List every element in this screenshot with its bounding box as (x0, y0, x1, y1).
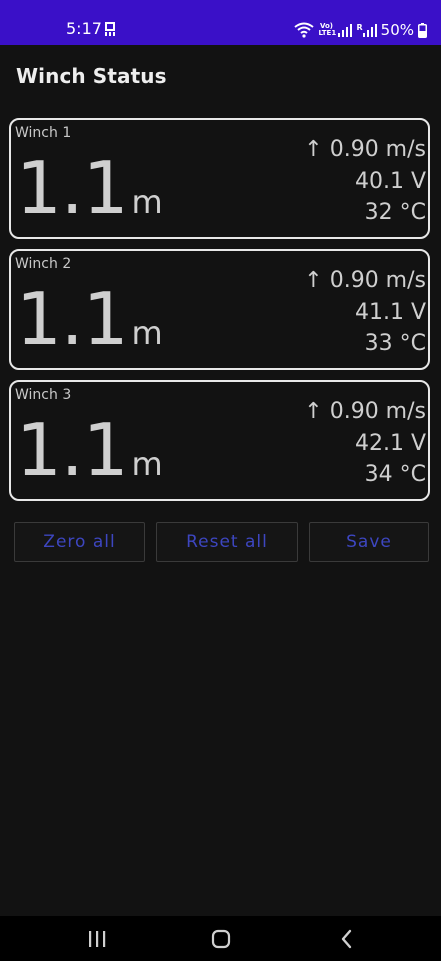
winch-speed: ↑ 0.90 m/s (304, 399, 426, 424)
signal-roaming-group: R (356, 23, 377, 37)
winch-length-value: 1.1 (16, 408, 129, 492)
winch-card-3: Winch 3 1.1 m ↑ 0.90 m/s 42.1 V 34 °C (9, 380, 430, 501)
wifi-icon (294, 22, 315, 38)
recents-icon[interactable] (84, 926, 110, 952)
winch-readings: ↑ 0.90 m/s 40.1 V 32 °C (304, 134, 426, 229)
home-icon[interactable] (208, 926, 234, 952)
volte-top-label: Vo) (319, 22, 333, 30)
winch-name: Winch 2 (15, 256, 72, 272)
winch-length-unit: m (131, 183, 163, 221)
winch-card-1: Winch 1 1.1 m ↑ 0.90 m/s 40.1 V 32 °C (9, 118, 430, 239)
winch-speed: ↑ 0.90 m/s (304, 268, 426, 293)
winch-card-2: Winch 2 1.1 m ↑ 0.90 m/s 41.1 V 33 °C (9, 249, 430, 370)
winch-name: Winch 3 (15, 387, 72, 403)
winch-length: 1.1 m (16, 279, 163, 359)
winch-temperature: 34 °C (364, 462, 426, 487)
signal-roaming-icon (362, 24, 377, 37)
status-bar: 5:17 Vo) LTE1 R (0, 0, 441, 45)
winch-length-unit: m (131, 314, 163, 352)
save-button[interactable]: Save (309, 522, 429, 562)
winch-voltage: 40.1 V (354, 168, 426, 194)
status-icons: Vo) LTE1 R 50% (294, 19, 427, 41)
winch-voltage: 41.1 V (354, 299, 426, 325)
battery-percentage: 50% (380, 21, 414, 39)
winch-speed: ↑ 0.90 m/s (304, 137, 426, 162)
status-time: 5:17 (66, 19, 102, 38)
navigation-bar (0, 916, 441, 961)
page-title: Winch Status (16, 64, 167, 88)
winch-readings: ↑ 0.90 m/s 41.1 V 33 °C (304, 265, 426, 360)
sim-roaming-label: R (356, 23, 363, 32)
winch-length-value: 1.1 (16, 146, 129, 230)
zero-all-button[interactable]: Zero all (14, 522, 145, 562)
notification-app-icon (105, 22, 115, 36)
winch-length-unit: m (131, 445, 163, 483)
volte-icon: Vo) LTE1 (318, 22, 337, 37)
winch-voltage: 42.1 V (354, 430, 426, 456)
signal-icon (338, 24, 353, 37)
volte-bottom-label: LTE1 (318, 29, 337, 37)
winch-readings: ↑ 0.90 m/s 42.1 V 34 °C (304, 396, 426, 491)
winch-name: Winch 1 (15, 125, 72, 141)
winch-length: 1.1 m (16, 410, 163, 490)
winch-temperature: 32 °C (364, 200, 426, 225)
battery-icon (418, 22, 427, 38)
winch-temperature: 33 °C (364, 331, 426, 356)
winch-length-value: 1.1 (16, 277, 129, 361)
reset-all-button[interactable]: Reset all (156, 522, 298, 562)
back-icon[interactable] (334, 926, 360, 952)
winch-length: 1.1 m (16, 148, 163, 228)
